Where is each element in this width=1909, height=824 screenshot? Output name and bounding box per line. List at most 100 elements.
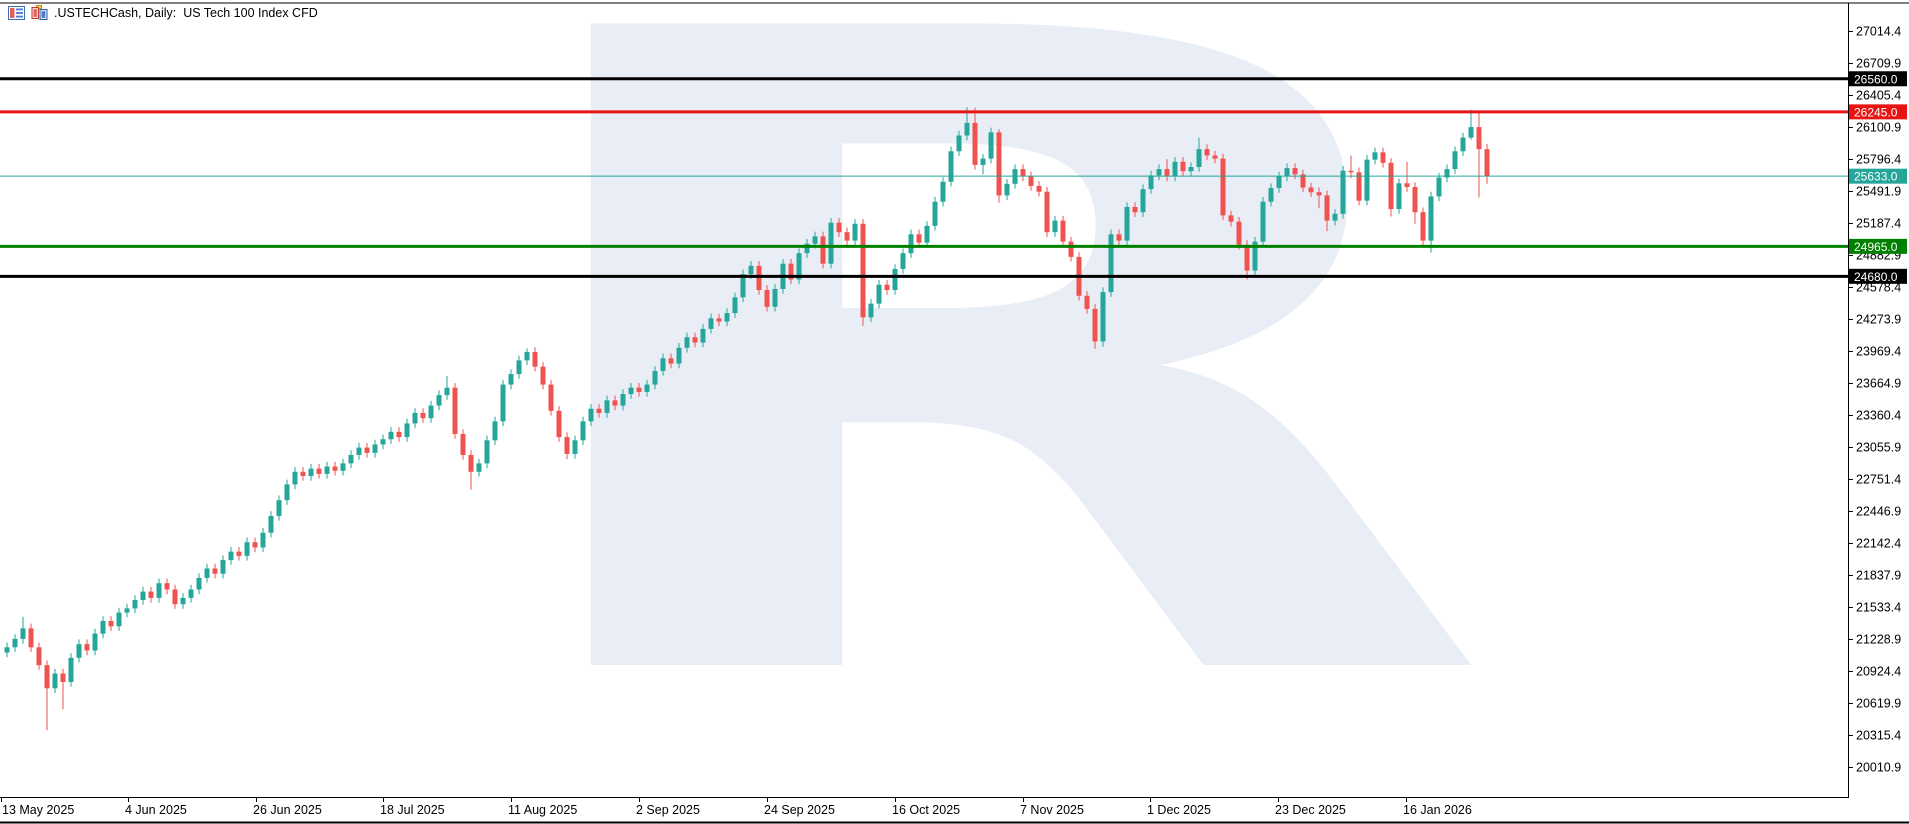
candle (580, 416, 586, 445)
candle (532, 347, 538, 372)
candle (244, 537, 250, 561)
candle (1316, 187, 1322, 209)
candle (212, 563, 218, 579)
candle (708, 313, 714, 334)
candle (524, 348, 530, 366)
candle (1324, 190, 1330, 232)
candle (692, 332, 698, 348)
date-tick-label: 7 Nov 2025 (1020, 803, 1084, 817)
price-tag-label: 25633.0 (1854, 170, 1898, 184)
candle (348, 450, 354, 469)
candle (108, 616, 114, 632)
candle (12, 634, 18, 653)
date-tick-label: 18 Jul 2025 (380, 803, 445, 817)
candle (60, 668, 66, 710)
candle (292, 467, 298, 490)
candle (1252, 236, 1258, 276)
candle (1108, 229, 1114, 297)
price-tick-label: 23055.9 (1856, 441, 1901, 455)
candle (604, 395, 610, 418)
candle (892, 264, 898, 295)
candle (764, 285, 770, 312)
candle (1332, 209, 1338, 226)
candle (620, 389, 626, 411)
date-tick-label: 24 Sep 2025 (764, 803, 835, 817)
candle (852, 219, 858, 246)
price-tag-support (1849, 268, 1907, 284)
candle (636, 382, 642, 397)
candle (988, 127, 994, 164)
candle (660, 353, 666, 376)
candle (932, 196, 938, 231)
price-tick-label: 21837.9 (1856, 569, 1901, 583)
candle (44, 660, 50, 731)
candle (1188, 162, 1194, 176)
price-tick-label: 20010.9 (1856, 761, 1901, 775)
candle (196, 573, 202, 595)
candle (92, 628, 98, 656)
price-tag-resistance (1849, 71, 1907, 87)
price-tick-label: 25796.4 (1856, 153, 1901, 167)
candle (716, 313, 722, 327)
candle (124, 603, 130, 618)
candle (84, 639, 90, 656)
price-tick-label: 23664.9 (1856, 377, 1901, 391)
price-tick-label: 20619.9 (1856, 697, 1901, 711)
candle (1020, 164, 1026, 182)
candle (500, 379, 506, 427)
chart-type-icon[interactable] (31, 5, 48, 20)
candle (948, 146, 954, 187)
candle (804, 239, 810, 258)
candle (1028, 171, 1034, 191)
candle (1340, 165, 1346, 219)
candle (1068, 236, 1074, 262)
candle (772, 284, 778, 312)
candle (1004, 179, 1010, 201)
candle (668, 353, 674, 369)
candle (748, 261, 754, 279)
candle (1116, 229, 1122, 246)
candle (1124, 202, 1130, 246)
candle (412, 408, 418, 429)
price-tick-label: 24273.9 (1856, 313, 1901, 327)
candle (1476, 111, 1482, 198)
candle (100, 616, 106, 639)
candle (1404, 161, 1410, 192)
candle (1212, 150, 1218, 164)
candle (1436, 172, 1442, 202)
candle (900, 248, 906, 274)
candle (28, 623, 34, 653)
candle (556, 406, 562, 442)
candle (908, 229, 914, 258)
price-tick-label: 25491.9 (1856, 185, 1901, 199)
candle (1428, 191, 1434, 253)
candle (1284, 163, 1290, 182)
quotes-list-icon[interactable] (8, 5, 25, 20)
candle (1092, 304, 1098, 349)
candle (1084, 291, 1090, 314)
candle (468, 450, 474, 490)
candle (740, 269, 746, 303)
candle (76, 639, 82, 663)
date-tick-label: 23 Dec 2025 (1275, 803, 1346, 817)
candle (1468, 109, 1474, 140)
candle (1100, 287, 1106, 347)
candle (884, 280, 890, 295)
candle (796, 248, 802, 285)
price-tick-label: 24578.4 (1856, 281, 1901, 295)
candle (1132, 202, 1138, 217)
candle (508, 369, 514, 390)
candle (1412, 182, 1418, 224)
price-tick-label: 25187.4 (1856, 217, 1901, 231)
date-tick-label: 26 Jun 2025 (253, 803, 322, 817)
candle (676, 343, 682, 369)
date-tick-label: 16 Jan 2026 (1403, 803, 1472, 817)
date-tick-label: 1 Dec 2025 (1147, 803, 1211, 817)
date-tick-label: 11 Aug 2025 (508, 803, 577, 817)
candle (756, 261, 762, 295)
candle (812, 231, 818, 249)
candle (436, 390, 442, 411)
candle (916, 229, 922, 248)
candle (148, 586, 154, 603)
